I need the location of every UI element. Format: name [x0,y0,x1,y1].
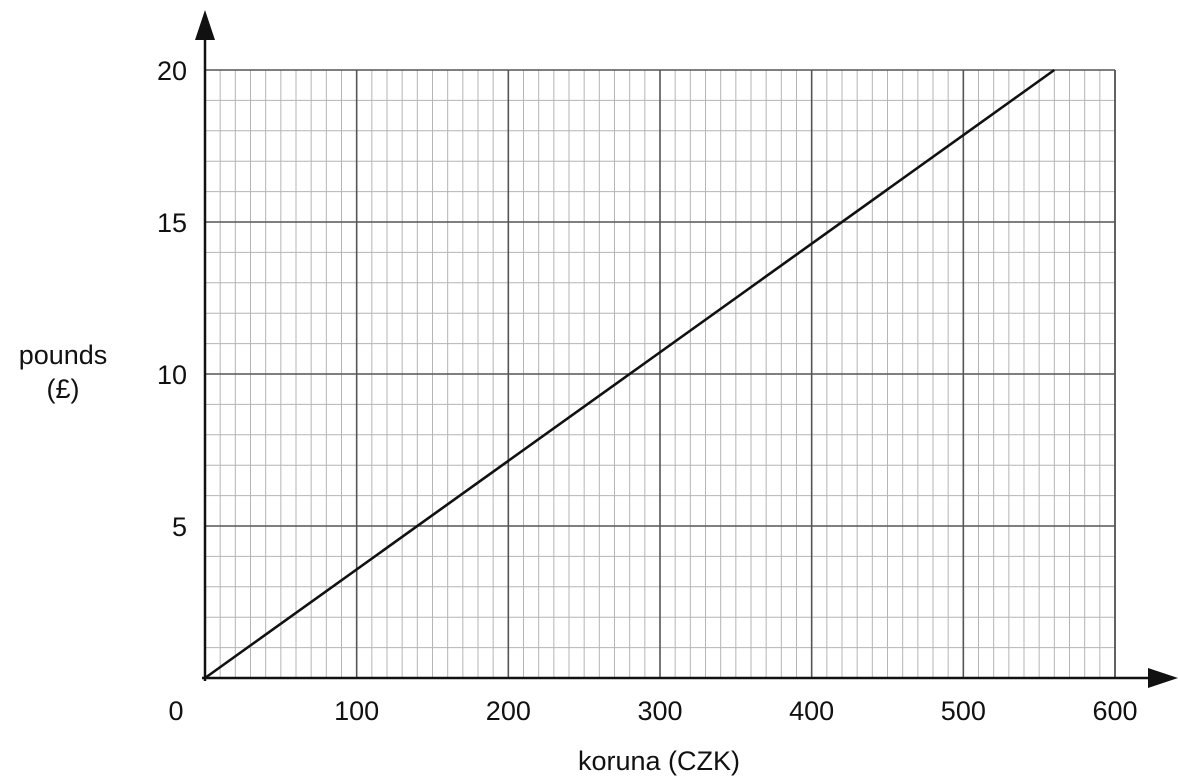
y-axis-label-line1: pounds [19,340,108,370]
conversion-line [204,68,1056,680]
x-axis-arrow [1148,668,1178,688]
y-tick-label: 15 [157,208,187,238]
data-series [204,68,1056,680]
x-tick-label: 400 [789,696,834,726]
x-tick-label: 600 [1092,696,1137,726]
y-tick-label: 10 [157,360,187,390]
x-axis-label: koruna (CZK) [578,746,740,776]
origin-label: 0 [168,696,183,726]
x-tick-label: 300 [637,696,682,726]
y-tick-label: 20 [157,56,187,86]
y-axis-label-line2: (£) [47,374,80,404]
x-tick-label: 100 [334,696,379,726]
y-tick-label: 5 [172,512,187,542]
x-tick-label: 500 [941,696,986,726]
y-axis-arrow [195,10,215,40]
x-tick-label: 200 [486,696,531,726]
axes [195,10,1178,688]
tick-labels: 100 200 300 400 500 600 5 10 15 20 [157,56,1138,726]
